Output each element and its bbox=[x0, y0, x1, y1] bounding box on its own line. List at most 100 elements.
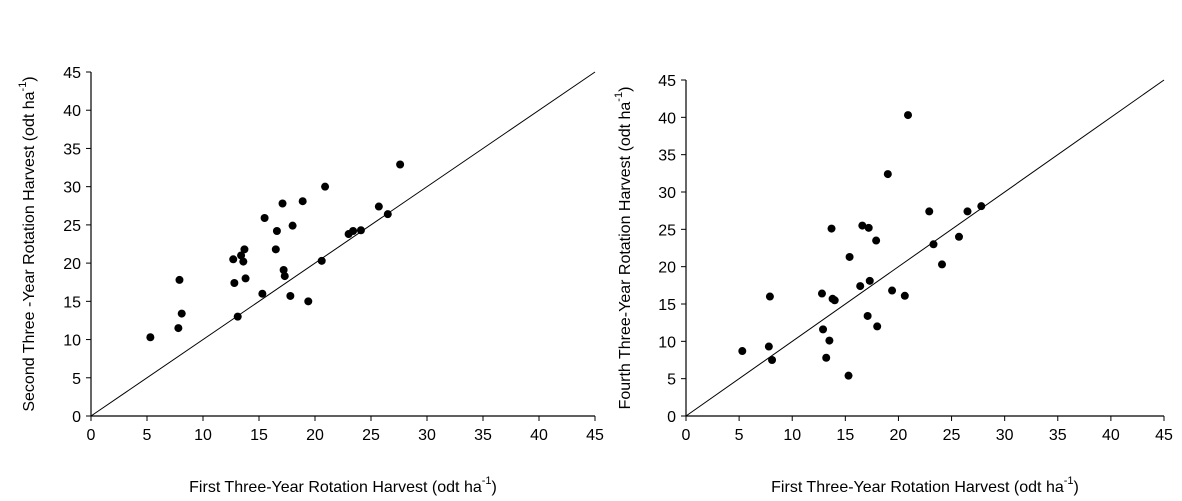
y-tick-label: 0 bbox=[667, 409, 676, 426]
data-point bbox=[872, 236, 881, 245]
x-axis-title: First Three-Year Rotation Harvest (odt h… bbox=[771, 475, 1079, 496]
data-point bbox=[819, 325, 828, 334]
x-tick-label: 45 bbox=[1155, 427, 1173, 444]
x-tick-label: 30 bbox=[996, 427, 1014, 444]
x-axis-title-end: ) bbox=[492, 479, 497, 496]
y-tick-label: 10 bbox=[658, 334, 676, 351]
x-tick-label: 15 bbox=[836, 427, 854, 444]
data-point bbox=[937, 260, 946, 269]
x-axis-title-text: First Three-Year Rotation Harvest (odt h… bbox=[189, 479, 482, 496]
x-tick-label: 10 bbox=[783, 427, 801, 444]
y-axis-title: Second Three -Year Rotation Harvest (odt… bbox=[17, 76, 38, 411]
y-tick-label: 5 bbox=[667, 372, 676, 389]
data-point bbox=[304, 297, 313, 306]
data-point bbox=[864, 223, 873, 232]
right-scatter-plot: 0 5 10 15 20 25 30 35 40 45 0 5 10 15 20 25 30 35 40 45 Firs… bbox=[613, 73, 1173, 496]
y-tick-label: 45 bbox=[658, 73, 676, 90]
x-tick-label: 35 bbox=[474, 427, 492, 444]
y-tick-label: 35 bbox=[658, 148, 676, 165]
data-point bbox=[873, 322, 882, 331]
y-axis-title-end: ) bbox=[21, 76, 38, 81]
x-tick-label: 40 bbox=[1102, 427, 1120, 444]
data-point bbox=[237, 251, 246, 260]
data-point bbox=[356, 226, 365, 235]
data-point bbox=[280, 272, 289, 281]
y-tick-label: 5 bbox=[72, 371, 81, 388]
data-point bbox=[279, 265, 288, 274]
y-tick-label: 35 bbox=[63, 141, 81, 158]
data-point bbox=[383, 210, 392, 219]
data-point bbox=[822, 353, 831, 362]
data-point bbox=[929, 240, 938, 249]
data-point bbox=[845, 252, 854, 261]
one-to-one-line bbox=[685, 79, 1165, 417]
x-axis-title-superscript: -1 bbox=[482, 475, 492, 487]
data-point bbox=[146, 333, 155, 342]
data-point bbox=[817, 289, 826, 298]
x-tick-label: 35 bbox=[1049, 427, 1067, 444]
x-axis-title-text: First Three-Year Rotation Harvest (odt h… bbox=[771, 479, 1064, 496]
x-tick-label: 25 bbox=[943, 427, 961, 444]
data-point bbox=[317, 256, 326, 265]
y-tick-label: 40 bbox=[63, 103, 81, 120]
y-tick-label: 40 bbox=[658, 110, 676, 127]
data-point bbox=[233, 312, 242, 321]
data-point bbox=[374, 202, 383, 211]
data-point bbox=[230, 278, 239, 287]
data-point bbox=[321, 182, 330, 191]
y-axis-title-end: ) bbox=[617, 87, 634, 92]
data-point bbox=[258, 289, 267, 298]
data-point bbox=[174, 324, 183, 333]
y-axis-title-text: Second Three -Year Rotation Harvest (odt… bbox=[21, 91, 38, 411]
one-to-one-line bbox=[90, 71, 596, 417]
data-point bbox=[768, 356, 777, 364]
data-point bbox=[349, 227, 358, 236]
y-tick-label: 25 bbox=[658, 222, 676, 239]
x-tick-label: 10 bbox=[194, 427, 212, 444]
y-tick-label: 15 bbox=[63, 294, 81, 311]
data-point bbox=[239, 257, 248, 266]
data-point bbox=[241, 274, 250, 283]
data-point bbox=[904, 111, 913, 120]
data-point bbox=[175, 275, 184, 284]
data-point bbox=[286, 291, 295, 300]
data-point bbox=[883, 170, 892, 179]
data-point bbox=[900, 291, 909, 300]
x-axis-title: First Three-Year Rotation Harvest (odt h… bbox=[189, 475, 497, 496]
y-axis-title-text: Fourth Three-Year Rotation Harvest (odt … bbox=[617, 102, 634, 410]
data-point bbox=[827, 224, 836, 233]
data-point bbox=[865, 276, 874, 285]
x-tick-label: 15 bbox=[250, 427, 268, 444]
y-tick-label: 30 bbox=[658, 185, 676, 202]
data-point bbox=[271, 245, 280, 254]
y-tick-label: 15 bbox=[658, 297, 676, 314]
data-point bbox=[765, 292, 774, 301]
y-tick-label: 25 bbox=[63, 218, 81, 235]
x-tick-label: 45 bbox=[586, 427, 604, 444]
data-point bbox=[858, 221, 867, 230]
y-tick-label: 10 bbox=[63, 333, 81, 350]
data-point bbox=[288, 221, 297, 230]
data-point bbox=[888, 286, 897, 295]
data-point bbox=[260, 214, 269, 223]
x-tick-label: 5 bbox=[143, 427, 152, 444]
data-point bbox=[963, 207, 972, 216]
y-axis-title: Fourth Three-Year Rotation Harvest (odt … bbox=[613, 87, 634, 410]
data-point bbox=[229, 255, 238, 264]
y-axis-title-superscript: -1 bbox=[17, 82, 29, 92]
data-point bbox=[825, 336, 834, 345]
data-point bbox=[977, 202, 986, 211]
x-tick-label: 30 bbox=[418, 427, 436, 444]
data-point bbox=[298, 197, 307, 206]
x-tick-label: 0 bbox=[682, 427, 691, 444]
x-axis-title-superscript: -1 bbox=[1064, 475, 1074, 487]
data-point bbox=[272, 227, 281, 236]
y-tick-label: 20 bbox=[63, 256, 81, 273]
y-tick-label: 20 bbox=[658, 260, 676, 277]
y-tick-label: 0 bbox=[72, 409, 81, 426]
x-tick-label: 25 bbox=[362, 427, 380, 444]
y-tick-label: 30 bbox=[63, 180, 81, 197]
y-axis-title-superscript: -1 bbox=[613, 92, 625, 102]
data-point bbox=[738, 347, 747, 356]
